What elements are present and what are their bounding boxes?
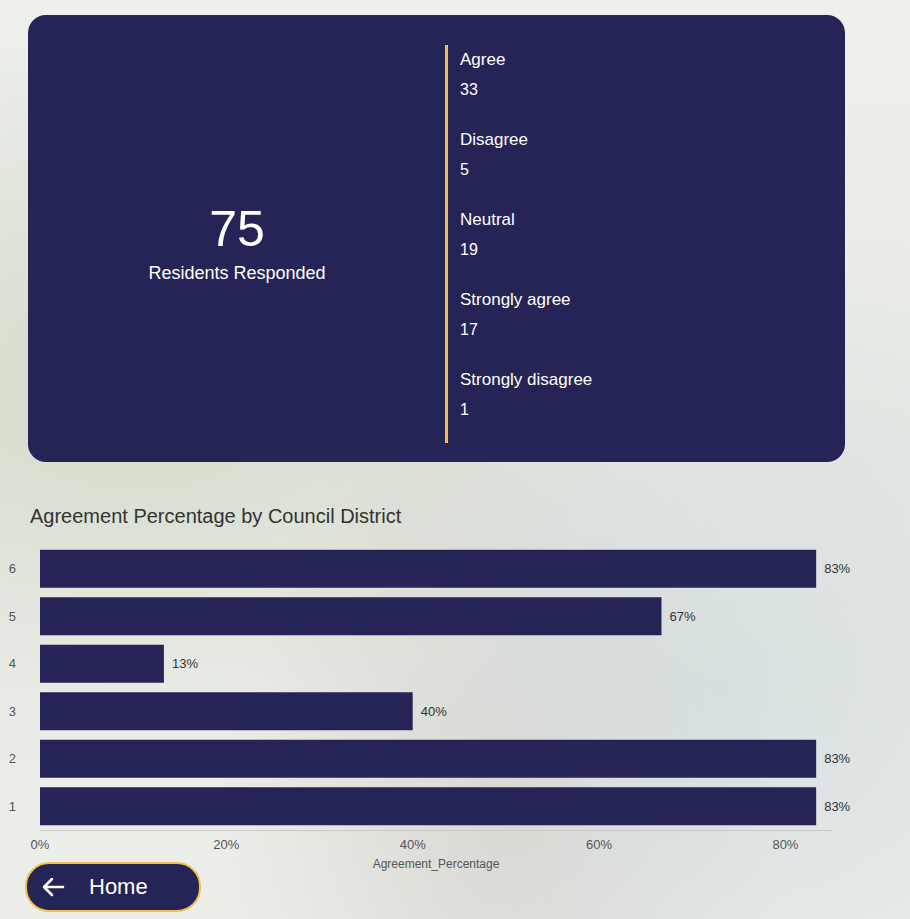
svg-text:67%: 67% — [669, 609, 695, 624]
svg-text:40%: 40% — [400, 837, 426, 852]
html-text:5: 5 — [460, 161, 469, 178]
html-text:Disagree: Disagree — [460, 130, 528, 149]
svg-text:40%: 40% — [421, 704, 447, 719]
svg-text:20%: 20% — [213, 837, 239, 852]
svg-text:0%: 0% — [31, 837, 50, 852]
svg-text:60%: 60% — [586, 837, 612, 852]
html-text:Agree: Agree — [460, 50, 506, 69]
svg-text:4: 4 — [9, 656, 16, 671]
html-text:Strongly disagree: Strongly disagree — [460, 370, 593, 389]
svg-text:2: 2 — [9, 751, 16, 766]
html-text:Neutral: Neutral — [460, 210, 515, 229]
svg-text:3: 3 — [9, 704, 16, 719]
svg-text:5: 5 — [9, 609, 16, 624]
html-text:19: 19 — [460, 241, 478, 258]
svg-text:1: 1 — [9, 799, 16, 814]
svg-text:6: 6 — [9, 561, 16, 576]
html-text:33: 33 — [460, 81, 478, 98]
svg-text:83%: 83% — [824, 751, 850, 766]
html-text:17: 17 — [460, 321, 478, 338]
html-text:Agreement Percentage by Counci: Agreement Percentage by Council District — [30, 505, 402, 527]
svg-text:Agreement_Percentage: Agreement_Percentage — [373, 857, 500, 871]
svg-text:83%: 83% — [824, 799, 850, 814]
html-text:1: 1 — [460, 401, 469, 418]
svg-text:80%: 80% — [772, 837, 798, 852]
svg-text:83%: 83% — [824, 561, 850, 576]
html-text:75: 75 — [209, 201, 265, 257]
html-text:Home: Home — [89, 874, 148, 899]
html-text:Strongly agree: Strongly agree — [460, 290, 571, 309]
html-text:Residents Responded: Residents Responded — [148, 263, 326, 283]
svg-text:13%: 13% — [172, 656, 198, 671]
